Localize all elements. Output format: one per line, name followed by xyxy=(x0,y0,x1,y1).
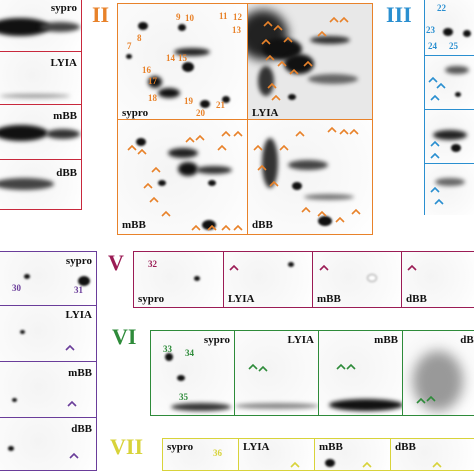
panel-V: 32 sypro LYIA mBB dBB xyxy=(133,251,474,308)
panel-VI-label-mbb: mBB xyxy=(374,334,398,346)
panel-III: 22 23 24 25 xyxy=(424,0,474,215)
panel-IV-label-sypro: sypro xyxy=(65,255,92,267)
panel-II-spot-17: 17 xyxy=(148,76,157,86)
panel-VII-gel-mbb: mBB xyxy=(315,439,391,470)
panel-II: 7 8 9 10 11 12 13 14 15 16 17 18 19 20 2… xyxy=(117,3,373,235)
panel-V-gel-lyia: LYIA xyxy=(224,252,313,307)
panel-II-spot-11: 11 xyxy=(219,11,228,21)
panel-V-gel-mbb: mBB xyxy=(313,252,402,307)
panel-II-label-lyia: LYIA xyxy=(252,107,279,119)
panel-II-spot-13: 13 xyxy=(232,25,241,35)
panel-V-label-sypro: sypro xyxy=(138,293,165,305)
panel-V-spot-32: 32 xyxy=(148,259,157,269)
panel-II-gel-sypro: 7 8 9 10 11 12 13 14 15 16 17 18 19 20 2… xyxy=(118,4,248,120)
panel-III-gel-sypro: 22 23 24 25 xyxy=(425,0,474,56)
panel-I-gel-sypro: sypro xyxy=(0,0,82,52)
panel-I-label-dbb: dBB xyxy=(56,167,77,179)
panel-IV: 30 31 sypro LYIA mBB dBB xyxy=(0,251,97,471)
panel-IV-gel-lyia: LYIA xyxy=(0,306,96,362)
panel-I-gel-mbb: mBB xyxy=(0,105,82,160)
panel-II-spot-9: 9 xyxy=(176,12,181,22)
panel-II-spot-15: 15 xyxy=(178,53,187,63)
panel-VI-label-lyia: LYIA xyxy=(287,334,315,346)
panel-VI-spot-35: 35 xyxy=(179,392,188,402)
panel-IV-label-lyia: LYIA xyxy=(65,309,93,321)
panel-VI-gel-sypro: 33 34 35 sypro xyxy=(151,331,235,415)
panel-III-gel-dbb xyxy=(425,164,474,215)
panel-VI-spot-33: 33 xyxy=(163,344,172,354)
panel-I-label-lyia: LYIA xyxy=(50,57,78,69)
panel-IV-label-dbb: dBB xyxy=(71,423,92,435)
panel-III-spot-24: 24 xyxy=(428,41,437,51)
panel-VII-label-lyia: LYIA xyxy=(243,441,270,453)
panel-I-gel-lyia: LYIA xyxy=(0,52,82,105)
panel-V-roman: V xyxy=(108,250,124,275)
panel-VI-gel-mbb: mBB xyxy=(319,331,403,415)
panel-III-roman: III xyxy=(386,2,412,27)
panel-VII-roman: VII xyxy=(110,434,144,459)
panel-III-spot-23: 23 xyxy=(426,25,435,35)
panel-IV-label-mbb: mBB xyxy=(68,367,92,379)
panel-IV-gel-dbb: dBB xyxy=(0,418,96,470)
panel-II-spot-20: 20 xyxy=(196,108,205,118)
panel-I-gel-dbb: dBB xyxy=(0,160,82,210)
panel-II-gel-dbb: dBB xyxy=(248,120,372,234)
panel-VII-gel-lyia: LYIA xyxy=(239,439,315,470)
panel-II-gel-mbb: mBB xyxy=(118,120,248,234)
panel-II-spot-18: 18 xyxy=(148,93,157,103)
panel-V-label-lyia: LYIA xyxy=(228,293,255,305)
panel-II-spot-8: 8 xyxy=(137,33,142,43)
panel-VII-gel-sypro: 36 sypro xyxy=(163,439,239,470)
panel-II-spot-21: 21 xyxy=(216,100,225,110)
panel-IV-gel-mbb: mBB xyxy=(0,362,96,418)
panel-II-label-dbb: dBB xyxy=(252,219,273,231)
panel-VII-gel-dbb: dBB xyxy=(391,439,474,470)
panel-V-gel-sypro: 32 sypro xyxy=(134,252,224,307)
panel-VI: 33 34 35 sypro LYIA mBB dBB xyxy=(150,330,474,416)
panel-VII-label-dbb: dBB xyxy=(395,441,416,453)
panel-II-spot-19: 19 xyxy=(184,96,193,106)
panel-I-label-mbb: mBB xyxy=(53,110,77,122)
panel-II-spot-10: 10 xyxy=(185,13,194,23)
panel-VII: 36 sypro LYIA mBB dBB xyxy=(162,438,474,471)
panel-VI-roman: VI xyxy=(112,324,137,349)
panel-II-gel-lyia: LYIA xyxy=(248,4,372,120)
panel-II-spot-12: 12 xyxy=(233,12,242,22)
panel-VII-spot-36: 36 xyxy=(213,448,222,458)
panel-VI-label-dbb: dBB xyxy=(460,334,474,346)
panel-II-spot-16: 16 xyxy=(142,65,151,75)
panel-IV-spot-30: 30 xyxy=(12,283,21,293)
panel-VII-label-sypro: sypro xyxy=(167,441,194,453)
panel-VI-gel-lyia: LYIA xyxy=(235,331,319,415)
panel-II-spot-7: 7 xyxy=(127,41,132,51)
panel-VI-gel-dbb: dBB xyxy=(403,331,474,415)
panel-VII-label-mbb: mBB xyxy=(319,441,343,453)
panel-III-gel-mbb xyxy=(425,110,474,164)
panel-II-label-mbb: mBB xyxy=(122,219,146,231)
panel-IV-spot-31: 31 xyxy=(74,285,83,295)
panel-III-gel-lyia xyxy=(425,56,474,110)
panel-V-gel-dbb: dBB xyxy=(402,252,474,307)
panel-II-spot-14: 14 xyxy=(166,53,175,63)
panel-III-spot-25: 25 xyxy=(449,41,458,51)
panel-VI-spot-34: 34 xyxy=(185,348,194,358)
panel-IV-gel-sypro: 30 31 sypro xyxy=(0,252,96,306)
panel-III-spot-22: 22 xyxy=(437,3,446,13)
panel-II-roman: II xyxy=(92,2,110,27)
panel-V-label-dbb: dBB xyxy=(406,293,427,305)
panel-I-label-sypro: sypro xyxy=(50,2,77,14)
panel-II-label-sypro: sypro xyxy=(122,107,149,119)
panel-VI-label-sypro: sypro xyxy=(203,334,230,346)
panel-V-label-mbb: mBB xyxy=(317,293,341,305)
